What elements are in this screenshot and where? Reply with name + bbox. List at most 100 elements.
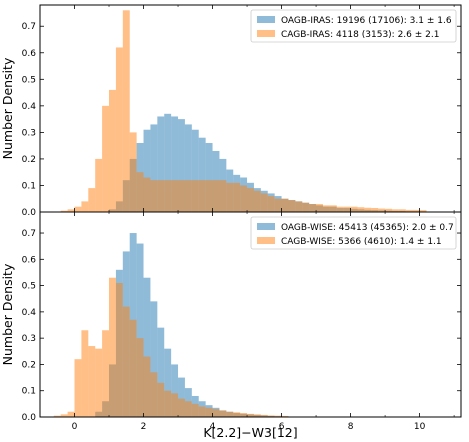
- top-series-1: [60, 10, 427, 212]
- bottom-bar-1-2_4: [157, 382, 165, 417]
- top-y-axis-label: Number Density: [0, 57, 15, 159]
- bottom-bar-1-4_6: [233, 412, 241, 417]
- top-y-tick-label-2: 0.2: [22, 155, 36, 165]
- top-y-tick-label-1: 0.1: [22, 181, 36, 191]
- top-bar-1-2_4: [157, 180, 165, 212]
- top-bar-1-2_6: [164, 180, 172, 212]
- bottom-bar-1-2: [143, 356, 151, 417]
- top-bar-1-3_8: [205, 180, 213, 212]
- top-bar-1-4: [212, 180, 220, 212]
- bottom-bar-1-6: [281, 415, 289, 417]
- top-bar-0-3_4: [191, 129, 199, 212]
- bottom-bar-1-m0_2: [67, 411, 75, 417]
- top-bar-1-7_6: [336, 206, 344, 212]
- bottom-y-tick-label-2: 0.2: [22, 360, 36, 370]
- bottom-bar-0-2_6: [164, 348, 172, 417]
- top-bar-0-3: [178, 119, 185, 212]
- top-bar-1-8_2: [357, 207, 365, 212]
- top-y-tick-label-0: 0.0: [22, 208, 37, 218]
- bottom-bar-1-0_8: [102, 330, 110, 417]
- bottom-legend-label-1: CAGB-WISE: 5366 (4610): 1.4 ± 1.1: [281, 237, 442, 247]
- bottom-bar-1-0: [74, 359, 82, 417]
- bottom-series-1: [53, 277, 289, 417]
- top-bar-1-3_6: [198, 180, 206, 212]
- top-bar-1-1_4: [122, 10, 130, 212]
- bottom-bar-1-4_4: [226, 411, 234, 417]
- top-bar-1-0_2: [81, 201, 89, 212]
- bottom-legend-swatch-0: [257, 223, 275, 230]
- bottom-bar-1-4: [212, 409, 220, 417]
- bottom-x-tick-label-10: 10: [414, 422, 426, 432]
- top-bar-1-0_4: [88, 188, 96, 212]
- bottom-legend-swatch-1: [257, 237, 275, 244]
- bottom-bar-0-2: [143, 277, 151, 417]
- top-bar-0-3_6: [198, 137, 206, 212]
- bottom-x-tick-label-2: 2: [141, 422, 147, 432]
- bottom-y-tick-label-0: 0.0: [22, 413, 37, 423]
- bottom-bar-0-3: [178, 377, 185, 417]
- top-bar-1-6_2: [288, 200, 296, 212]
- bottom-x-axis-label: K[2.2]−W3[12]: [203, 425, 297, 440]
- bottom-bar-1-1: [109, 277, 116, 417]
- top-bar-1-m0_4: [60, 210, 68, 212]
- bottom-x-tick-label-0: 0: [72, 422, 78, 432]
- top-bar-1-8_6: [371, 208, 379, 212]
- top-bar-1-7_8: [343, 206, 351, 212]
- bottom-bar-0-2_2: [150, 301, 158, 417]
- bottom-bar-0-2_8: [171, 364, 179, 417]
- top-y-tick-label-6: 0.6: [22, 49, 37, 59]
- bottom-bar-1-5_4: [260, 414, 268, 417]
- bottom-bar-1-3_4: [191, 403, 199, 417]
- top-y-tick-label-7: 0.7: [22, 22, 36, 32]
- bottom-bar-1-0_4: [88, 346, 96, 417]
- top-bar-1-8_8: [378, 208, 386, 212]
- top-bar-1-9_2: [391, 209, 399, 212]
- top-bar-1-10: [419, 210, 427, 212]
- top-bar-1-3_2: [184, 180, 192, 212]
- bottom-bar-1-3_6: [198, 406, 206, 417]
- bottom-legend-box: [250, 216, 457, 250]
- top-bar-1-9: [385, 208, 392, 212]
- top-bar-1-9_8: [412, 209, 420, 212]
- top-bar-1-6_8: [309, 204, 317, 212]
- bottom-x-tick-label-6: 6: [279, 422, 285, 432]
- top-bar-1-1_2: [115, 47, 123, 212]
- bottom-bar-1-1_2: [115, 282, 123, 417]
- bottom-bar-1-2_8: [171, 393, 179, 417]
- top-bar-0-3_2: [184, 124, 192, 212]
- bottom-bar-0-2_4: [157, 327, 165, 417]
- top-y-tick-label-3: 0.3: [22, 128, 36, 138]
- bottom-bar-1-5: [247, 413, 254, 417]
- bottom-legend: OAGB-WISE: 45413 (45365): 2.0 ± 0.7 CAGB-…: [250, 216, 457, 250]
- top-bar-1-2: [143, 177, 151, 212]
- top-bar-1-6_4: [295, 201, 303, 212]
- bottom-bar-1-1_6: [129, 319, 137, 417]
- top-bar-1-9_6: [405, 209, 413, 212]
- top-bar-1-5_2: [253, 190, 261, 212]
- top-legend-box: [250, 9, 457, 43]
- bottom-bar-1-0_2: [81, 330, 89, 417]
- bottom-bar-1-m0_6: [53, 415, 61, 417]
- top-bar-1-0_8: [102, 105, 110, 212]
- top-bar-1-m0_2: [67, 209, 75, 212]
- top-bar-1-8_4: [364, 207, 372, 212]
- bottom-bar-1-0_6: [95, 348, 103, 417]
- top-histogram-panel: 0.0 0.1 0.2 0.3 0.4 0.5 0.6 0.7 Number Density OA…: [0, 4, 462, 218]
- top-y-tick-label-4: 0.4: [22, 102, 37, 112]
- top-bar-1-3: [178, 180, 185, 212]
- bottom-bar-1-3: [178, 398, 185, 417]
- top-bar-1-5_8: [274, 198, 282, 212]
- top-legend-label-1: CAGB-IRAS: 4118 (3153): 2.6 ± 2.1: [281, 30, 439, 40]
- top-bar-1-1_8: [136, 172, 144, 212]
- bottom-y-tick-label-1: 0.1: [22, 387, 36, 397]
- top-bar-1-0: [74, 206, 82, 212]
- top-bar-1-1_6: [129, 132, 137, 212]
- top-bar-1-9_4: [398, 209, 406, 212]
- bottom-x-tick-label-8: 8: [348, 422, 354, 432]
- bottom-y-axis-label: Number Density: [0, 263, 15, 365]
- bottom-bar-1-5_6: [267, 415, 275, 417]
- top-bar-0-2_4: [157, 116, 165, 212]
- top-bar-1-5: [247, 188, 254, 212]
- top-bar-1-4_6: [233, 182, 241, 212]
